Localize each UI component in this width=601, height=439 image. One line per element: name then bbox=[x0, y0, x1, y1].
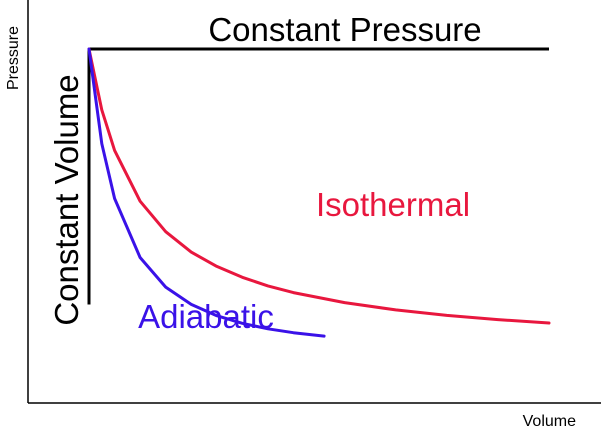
x-axis-label: Volume bbox=[523, 413, 576, 430]
adiabatic-label: Adiabatic bbox=[138, 298, 274, 335]
isothermal-label: Isothermal bbox=[316, 186, 470, 223]
constant-volume-label: Constant Volume bbox=[48, 74, 85, 325]
adiabatic-curve bbox=[87, 47, 326, 338]
y-axis-label: Pressure bbox=[5, 26, 22, 90]
constant-pressure-label: Constant Pressure bbox=[208, 11, 481, 48]
isothermal-curve bbox=[87, 47, 551, 325]
